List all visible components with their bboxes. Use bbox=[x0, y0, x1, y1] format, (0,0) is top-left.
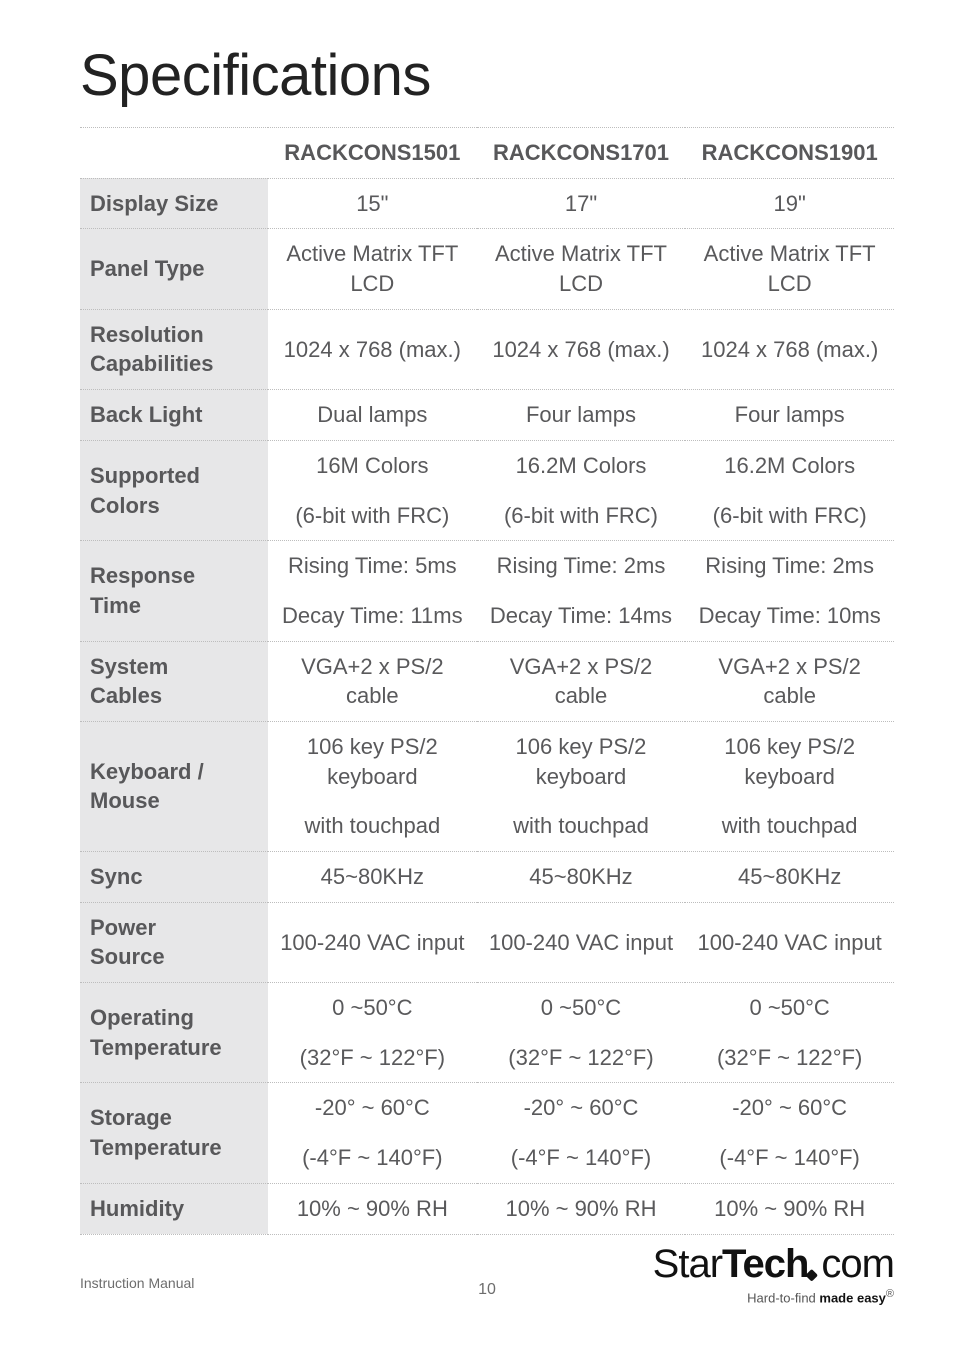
page-title: Specifications bbox=[80, 42, 894, 109]
table-cell: 106 key PS/2 keyboard bbox=[477, 721, 686, 801]
brand-tagline: Hard-to-find made easy® bbox=[653, 1288, 894, 1305]
page-footer: Instruction Manual 10 StarTechcom Hard-t… bbox=[80, 1225, 894, 1305]
brand-text-left: Star bbox=[653, 1242, 722, 1286]
table-cell: 1024 x 768 (max.) bbox=[477, 309, 686, 389]
table-cell: 0 ~50°C bbox=[685, 983, 894, 1033]
brand-text-mid: Tech bbox=[722, 1242, 808, 1286]
table-cell: (6-bit with FRC) bbox=[268, 491, 477, 541]
table-cell: 16M Colors bbox=[268, 440, 477, 490]
row-header: Sync bbox=[80, 852, 268, 903]
table-cell: 0 ~50°C bbox=[477, 983, 686, 1033]
table-cell: 0 ~50°C bbox=[268, 983, 477, 1033]
table-cell: 16.2M Colors bbox=[477, 440, 686, 490]
row-header: SystemCables bbox=[80, 641, 268, 721]
table-cell: 15" bbox=[268, 178, 477, 229]
instruction-manual-label: Instruction Manual bbox=[80, 1275, 194, 1291]
table-cell: Dual lamps bbox=[268, 390, 477, 441]
table-cell: Rising Time: 2ms bbox=[477, 541, 686, 591]
table-cell: (-4°F ~ 140°F) bbox=[685, 1133, 894, 1183]
column-header: RACKCONS1901 bbox=[685, 128, 894, 179]
row-header: Keyboard /Mouse bbox=[80, 721, 268, 851]
table-cell: 16.2M Colors bbox=[685, 440, 894, 490]
table-cell: Active Matrix TFT LCD bbox=[268, 229, 477, 309]
table-cell: Decay Time: 14ms bbox=[477, 591, 686, 641]
table-cell: with touchpad bbox=[268, 801, 477, 851]
table-cell: 1024 x 768 (max.) bbox=[685, 309, 894, 389]
row-header: ResponseTime bbox=[80, 541, 268, 641]
table-cell: 45~80KHz bbox=[685, 852, 894, 903]
table-cell: (32°F ~ 122°F) bbox=[685, 1033, 894, 1083]
row-header: Back Light bbox=[80, 390, 268, 441]
table-cell: 19" bbox=[685, 178, 894, 229]
tagline-bold: made easy bbox=[819, 1290, 886, 1305]
column-header: RACKCONS1701 bbox=[477, 128, 686, 179]
table-cell: (-4°F ~ 140°F) bbox=[477, 1133, 686, 1183]
table-cell: Four lamps bbox=[685, 390, 894, 441]
table-cell: -20° ~ 60°C bbox=[477, 1083, 686, 1133]
table-cell: Rising Time: 2ms bbox=[685, 541, 894, 591]
row-header: Panel Type bbox=[80, 229, 268, 309]
table-cell: (-4°F ~ 140°F) bbox=[268, 1133, 477, 1183]
spec-table: RACKCONS1501RACKCONS1701RACKCONS1901 Disp… bbox=[80, 127, 894, 1235]
table-cell: 1024 x 768 (max.) bbox=[268, 309, 477, 389]
column-header-empty bbox=[80, 128, 268, 179]
table-cell: (32°F ~ 122°F) bbox=[477, 1033, 686, 1083]
table-cell: 45~80KHz bbox=[268, 852, 477, 903]
table-cell: 106 key PS/2 keyboard bbox=[685, 721, 894, 801]
page-number: 10 bbox=[478, 1281, 496, 1299]
table-cell: with touchpad bbox=[477, 801, 686, 851]
tagline-pre: Hard-to-find bbox=[747, 1290, 819, 1305]
table-cell: (6-bit with FRC) bbox=[477, 491, 686, 541]
row-header: OperatingTemperature bbox=[80, 983, 268, 1083]
table-cell: VGA+2 x PS/2 cable bbox=[685, 641, 894, 721]
table-cell: 100-240 VAC input bbox=[477, 902, 686, 982]
table-cell: Decay Time: 11ms bbox=[268, 591, 477, 641]
table-cell: VGA+2 x PS/2 cable bbox=[477, 641, 686, 721]
table-cell: 17" bbox=[477, 178, 686, 229]
table-cell: 106 key PS/2 keyboard bbox=[268, 721, 477, 801]
table-cell: VGA+2 x PS/2 cable bbox=[268, 641, 477, 721]
column-header: RACKCONS1501 bbox=[268, 128, 477, 179]
table-cell: with touchpad bbox=[685, 801, 894, 851]
brand-text-right: com bbox=[821, 1242, 894, 1286]
tagline-reg: ® bbox=[886, 1288, 894, 1300]
table-cell: 100-240 VAC input bbox=[685, 902, 894, 982]
table-cell: 45~80KHz bbox=[477, 852, 686, 903]
row-header: SupportedColors bbox=[80, 440, 268, 540]
table-cell: (32°F ~ 122°F) bbox=[268, 1033, 477, 1083]
table-cell: Decay Time: 10ms bbox=[685, 591, 894, 641]
table-cell: Four lamps bbox=[477, 390, 686, 441]
table-cell: (6-bit with FRC) bbox=[685, 491, 894, 541]
row-header: PowerSource bbox=[80, 902, 268, 982]
table-cell: Active Matrix TFT LCD bbox=[685, 229, 894, 309]
table-cell: -20° ~ 60°C bbox=[685, 1083, 894, 1133]
table-cell: Active Matrix TFT LCD bbox=[477, 229, 686, 309]
table-cell: Rising Time: 5ms bbox=[268, 541, 477, 591]
row-header: Display Size bbox=[80, 178, 268, 229]
row-header: StorageTemperature bbox=[80, 1083, 268, 1183]
table-cell: -20° ~ 60°C bbox=[268, 1083, 477, 1133]
brand-logo: StarTechcom Hard-to-find made easy® bbox=[653, 1244, 894, 1305]
table-cell: 100-240 VAC input bbox=[268, 902, 477, 982]
row-header: ResolutionCapabilities bbox=[80, 309, 268, 389]
